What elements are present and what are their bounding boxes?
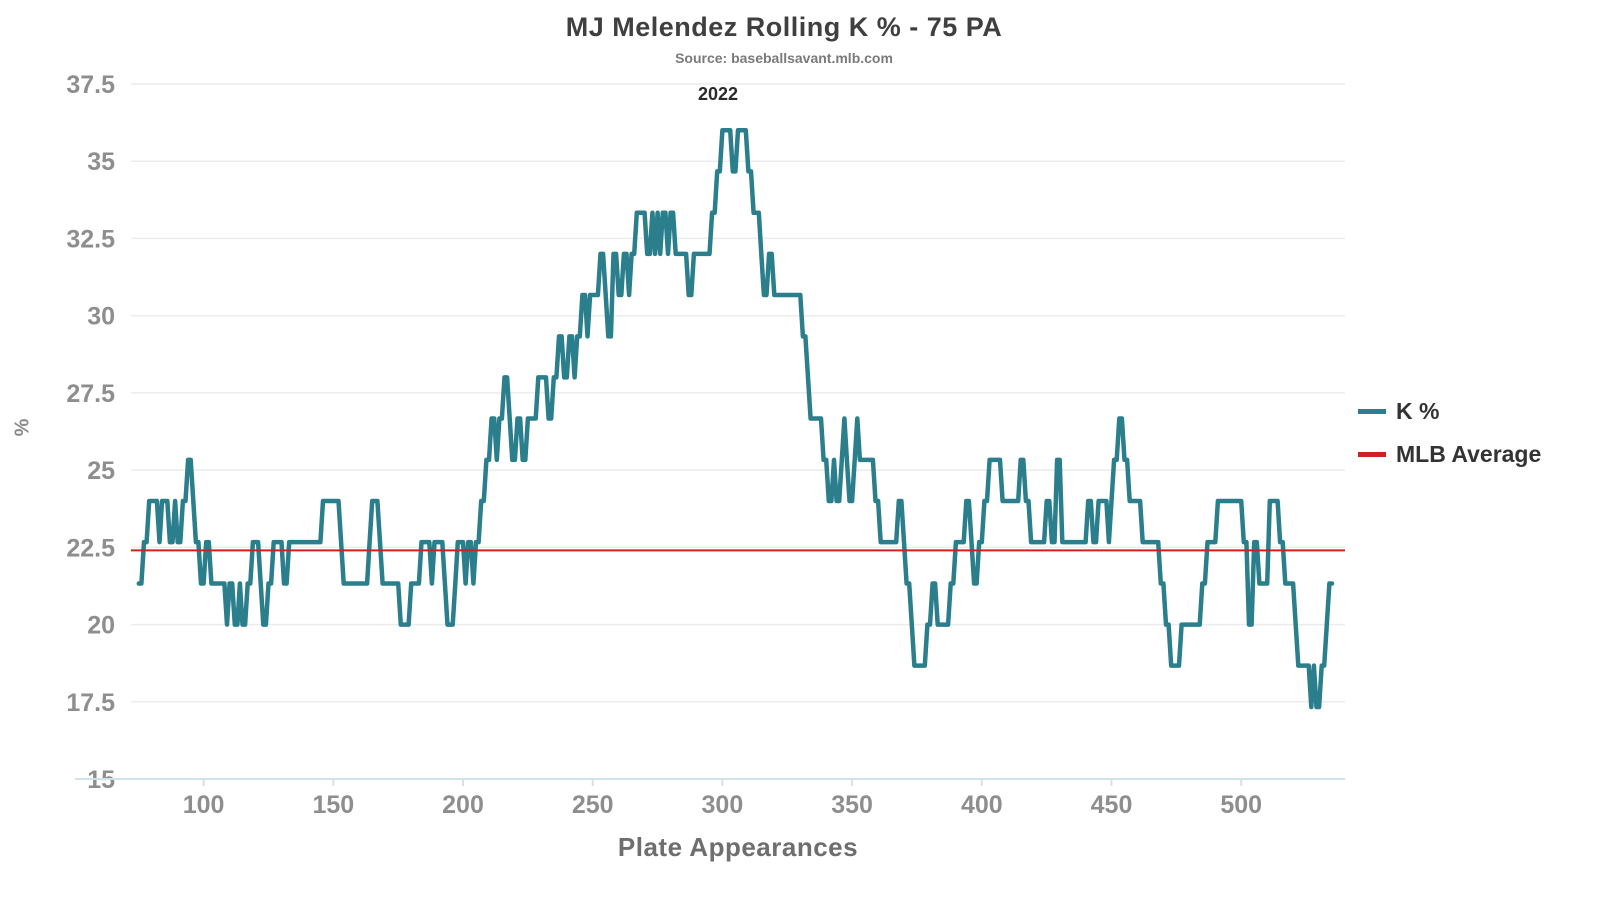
- svg-text:35: 35: [87, 148, 115, 176]
- svg-text:22.5: 22.5: [66, 534, 115, 562]
- season-annotation: 2022: [697, 84, 739, 104]
- mlb-average-line-swatch: [1358, 452, 1386, 457]
- legend: K % MLB Average: [1358, 398, 1541, 484]
- svg-text:30: 30: [87, 303, 115, 331]
- svg-text:500: 500: [1220, 791, 1262, 819]
- svg-text:200: 200: [442, 791, 484, 819]
- svg-text:150: 150: [312, 791, 354, 819]
- svg-text:37.5: 37.5: [66, 71, 115, 99]
- legend-item-kpct: K %: [1358, 398, 1541, 425]
- legend-label-kpct: K %: [1396, 398, 1440, 424]
- svg-text:450: 450: [1091, 791, 1133, 819]
- svg-text:300: 300: [702, 791, 744, 819]
- svg-text:250: 250: [572, 791, 614, 819]
- kpct-line-swatch: [1358, 409, 1386, 414]
- svg-text:32.5: 32.5: [66, 225, 115, 253]
- chart-source: Source: baseballsavant.mlb.com: [675, 50, 893, 66]
- svg-text:27.5: 27.5: [66, 380, 115, 408]
- svg-text:350: 350: [831, 791, 873, 819]
- x-axis-title: Plate Appearances: [617, 832, 859, 862]
- y-axis-title: %: [11, 418, 34, 437]
- svg-text:100: 100: [183, 791, 225, 819]
- svg-text:17.5: 17.5: [66, 689, 115, 717]
- svg-text:25: 25: [87, 457, 115, 485]
- svg-text:20: 20: [87, 612, 115, 640]
- legend-label-mlb-average: MLB Average: [1396, 441, 1542, 467]
- legend-item-mlb-average: MLB Average: [1358, 441, 1541, 468]
- svg-text:400: 400: [961, 791, 1003, 819]
- chart-title: MJ Melendez Rolling K % - 75 PA: [565, 12, 1003, 42]
